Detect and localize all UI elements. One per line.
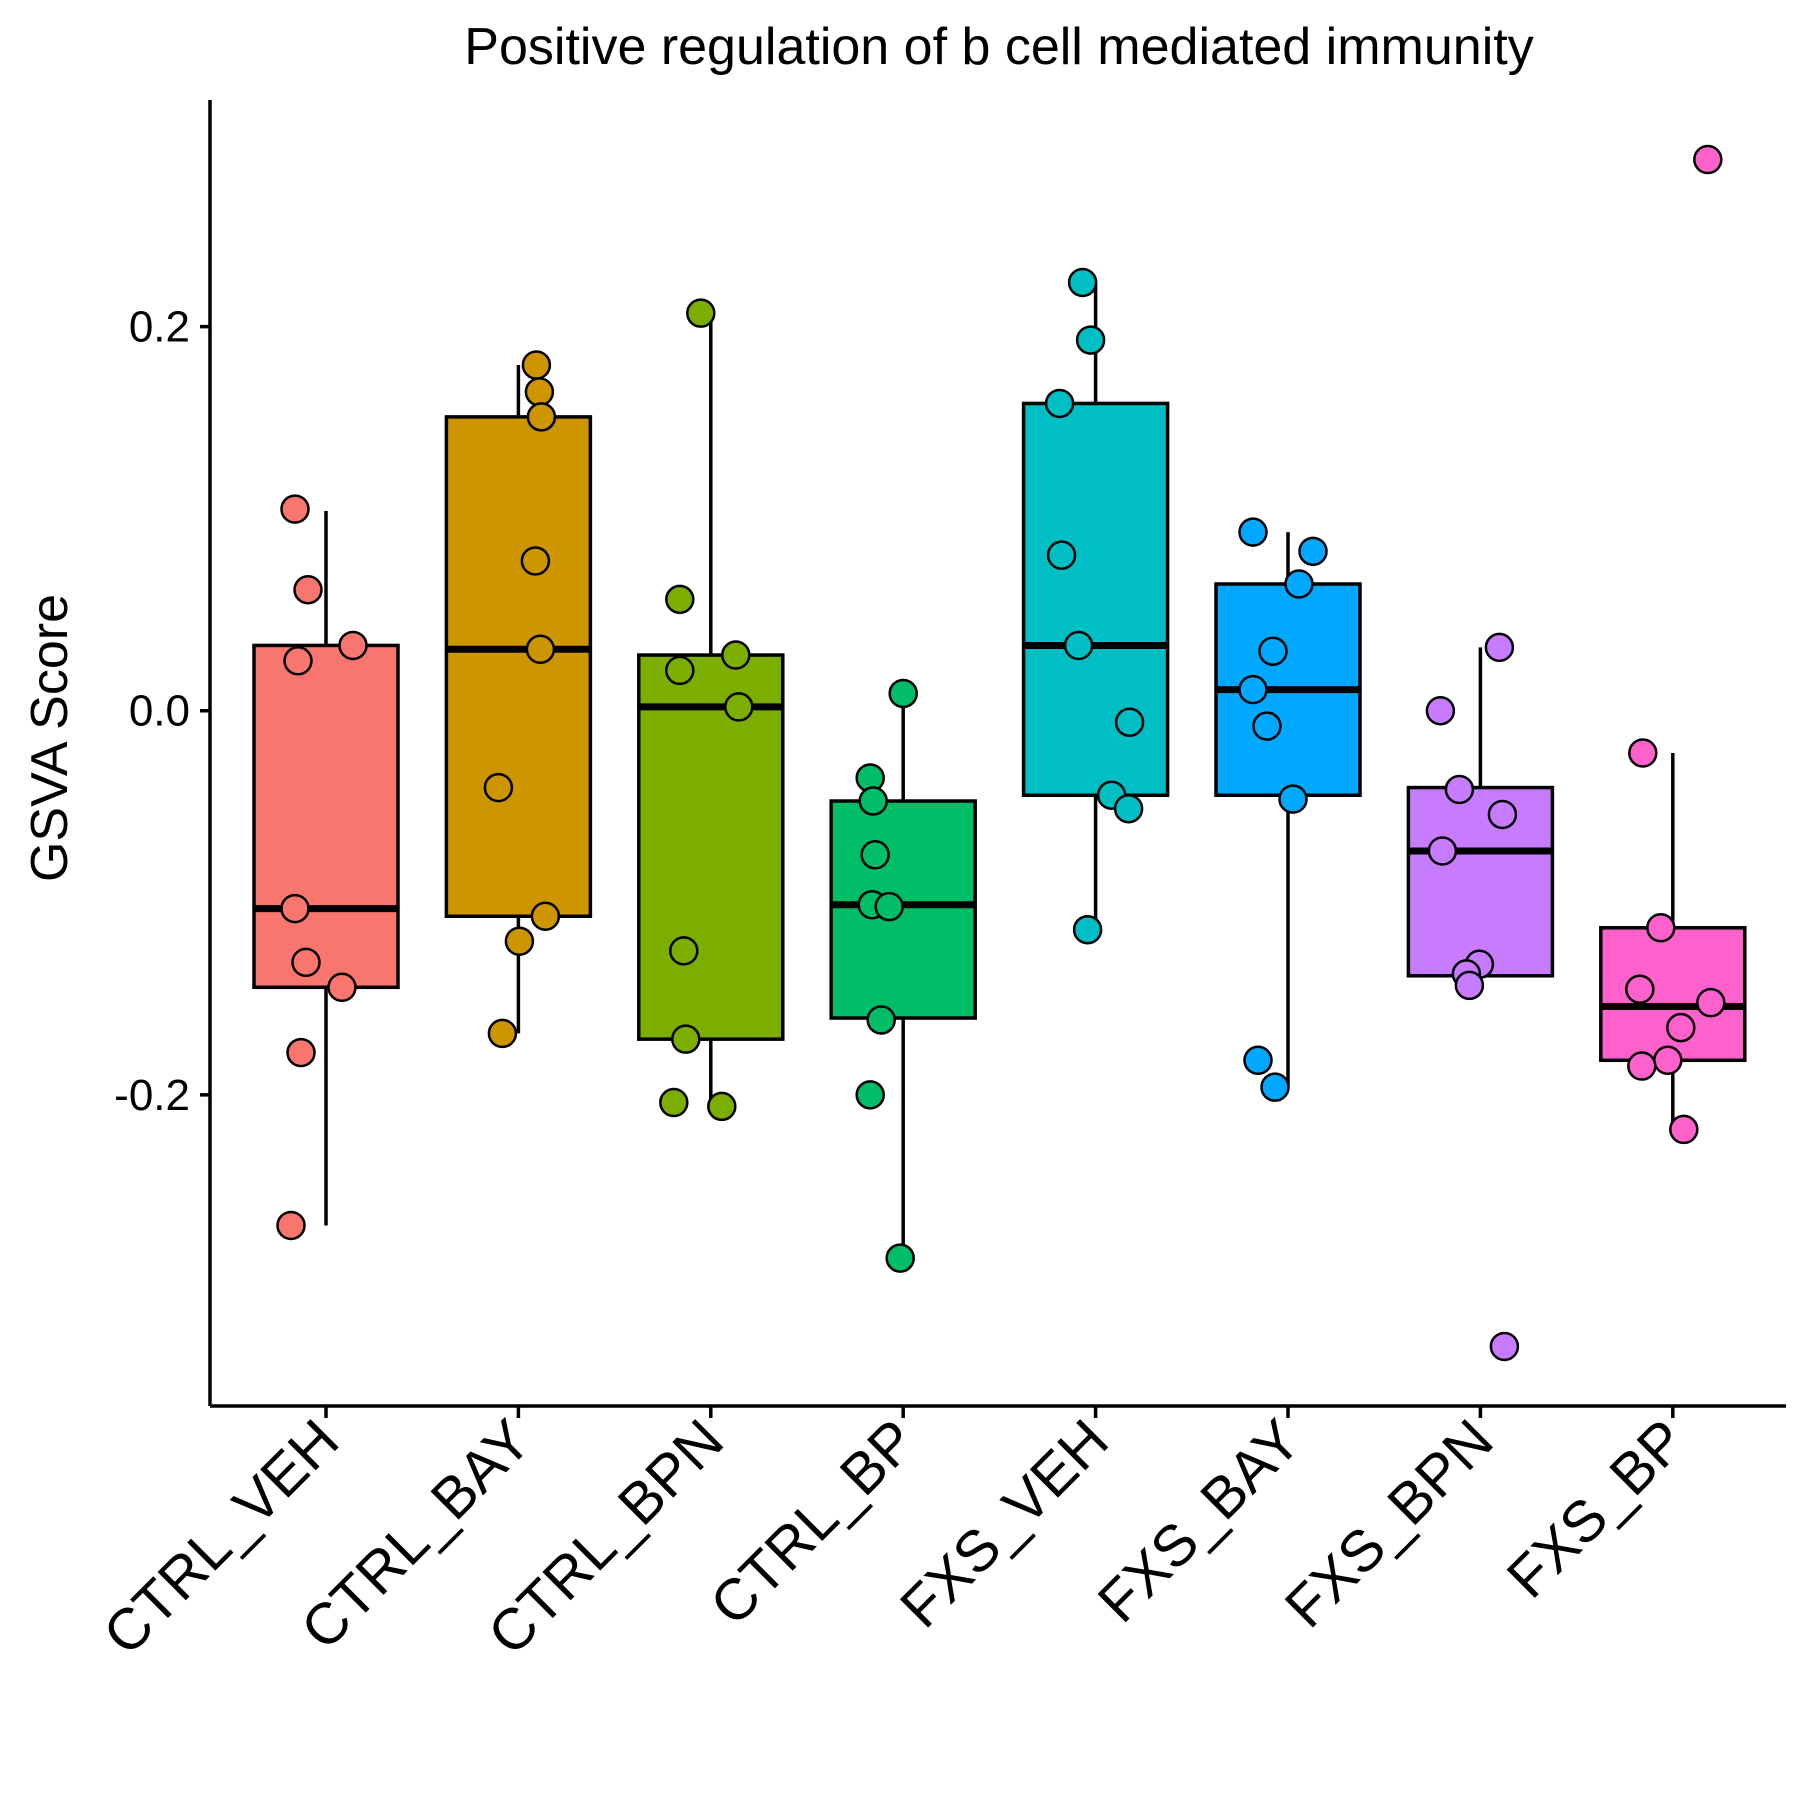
data-point [1258, 636, 1288, 666]
data-point [1669, 1114, 1699, 1145]
data-point [1696, 987, 1726, 1018]
y-tick-label: 0.2 [129, 303, 190, 352]
data-point [524, 377, 555, 407]
data-point [1625, 974, 1655, 1004]
data-point [1278, 784, 1308, 814]
data-point [1238, 517, 1268, 547]
data-point [1113, 793, 1144, 824]
y-ticks: 0.2 0.0 -0.2 [114, 303, 210, 1120]
x-ticks: CTRL_VEHCTRL_BAYCTRL_BPNCTRL_BPFXS_VEHFX… [91, 1406, 1698, 1667]
box-CTRL_BPN [637, 313, 785, 1103]
data-point [686, 298, 716, 328]
box-body [444, 415, 593, 918]
data-point [669, 936, 699, 966]
data-point [520, 546, 551, 576]
data-point [521, 350, 552, 380]
data-point [1628, 738, 1658, 768]
data-point [1484, 632, 1515, 663]
data-point [1260, 1072, 1290, 1102]
data-point [526, 402, 557, 432]
box-body [1599, 926, 1747, 1063]
x-tick-label: CTRL_BP [698, 1407, 929, 1638]
data-point [874, 891, 904, 922]
data-point [1284, 569, 1314, 599]
data-point [888, 678, 918, 709]
data-point [1298, 536, 1328, 567]
data-point [866, 1005, 896, 1035]
data-point [860, 840, 890, 870]
chart-title: Positive regulation of b cell mediated i… [464, 18, 1533, 76]
data-point [483, 772, 514, 803]
boxes [252, 282, 1747, 1259]
data-point [1075, 325, 1106, 355]
data-points [276, 144, 1726, 1362]
y-axis-label: GSVA Score [21, 594, 79, 882]
data-point [338, 630, 368, 661]
x-tick-label: FXS_BP [1495, 1407, 1698, 1610]
data-point [1072, 914, 1103, 945]
data-point [707, 1091, 737, 1122]
data-point [1627, 1051, 1657, 1081]
data-point [671, 1024, 701, 1054]
y-tick-label: 0.0 [129, 687, 190, 736]
data-point [1063, 630, 1094, 661]
data-point [1238, 674, 1268, 705]
box-body [1021, 401, 1170, 798]
data-point [276, 1210, 306, 1241]
data-point [1425, 695, 1456, 726]
data-point [1666, 1012, 1696, 1043]
data-point [665, 655, 695, 686]
data-point [659, 1087, 689, 1118]
box-body [637, 653, 785, 1041]
data-point [858, 786, 888, 816]
data-point [1487, 799, 1518, 830]
box-FXS_BPN [1406, 647, 1555, 984]
data-point [327, 972, 357, 1003]
box-body [252, 643, 400, 990]
data-point [1114, 707, 1145, 738]
data-point [280, 494, 310, 524]
box-CTRL_BP [829, 693, 977, 1259]
data-point [1693, 144, 1723, 175]
data-point [724, 692, 754, 722]
data-point [1046, 540, 1077, 570]
data-point [1444, 774, 1475, 805]
data-point [286, 1037, 316, 1068]
box-FXS_VEH [1021, 282, 1170, 930]
data-point [1489, 1331, 1520, 1362]
data-point [283, 646, 313, 676]
x-tick-label: FXS_BPN [1273, 1407, 1506, 1640]
data-point [293, 575, 323, 605]
data-point [885, 1243, 915, 1273]
data-point [855, 1080, 885, 1110]
data-point [721, 640, 751, 670]
data-point [530, 901, 561, 931]
data-point [504, 926, 535, 956]
data-point [525, 634, 556, 665]
data-point [291, 947, 321, 978]
data-point [487, 1018, 518, 1049]
data-point [1653, 1045, 1683, 1076]
data-point [1044, 388, 1075, 419]
data-point [1454, 970, 1485, 1001]
data-point [1067, 267, 1098, 298]
data-point [1243, 1045, 1273, 1076]
data-point [280, 893, 310, 924]
y-tick-label: -0.2 [114, 1071, 190, 1120]
box-CTRL_VEH [252, 511, 400, 1226]
x-tick-label: FXS_VEH [888, 1407, 1121, 1640]
box-body [1406, 785, 1555, 978]
data-point [665, 584, 695, 615]
data-point [1252, 711, 1282, 741]
data-point [1646, 913, 1676, 943]
data-point [1427, 836, 1458, 866]
box-CTRL_BAY [444, 365, 593, 1034]
